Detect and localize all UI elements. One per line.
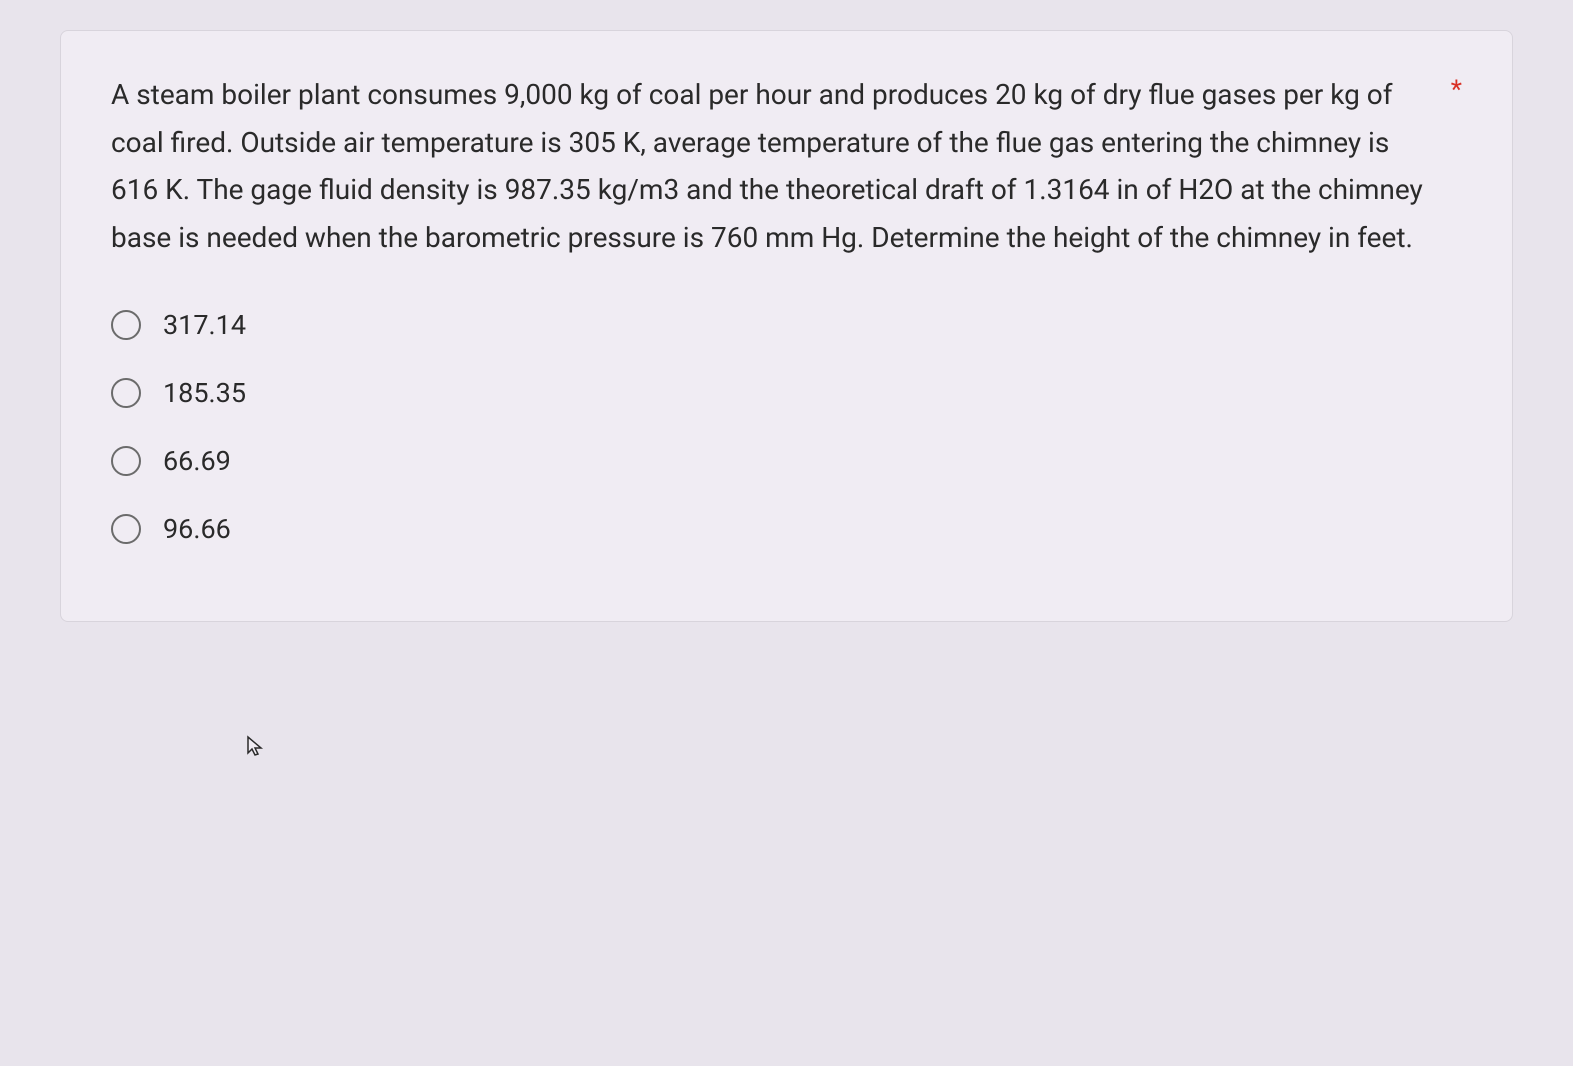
option-label: 185.35 bbox=[163, 377, 246, 409]
question-header: A steam boiler plant consumes 9,000 kg o… bbox=[111, 71, 1462, 261]
option-label: 317.14 bbox=[163, 309, 246, 341]
radio-button[interactable] bbox=[111, 514, 141, 544]
cursor-icon bbox=[244, 735, 268, 759]
option-label: 66.69 bbox=[163, 445, 231, 477]
question-text: A steam boiler plant consumes 9,000 kg o… bbox=[111, 71, 1441, 261]
radio-button[interactable] bbox=[111, 378, 141, 408]
option-row-0[interactable]: 317.14 bbox=[111, 309, 1462, 341]
options-container: 317.14 185.35 66.69 96.66 bbox=[111, 309, 1462, 545]
option-row-3[interactable]: 96.66 bbox=[111, 513, 1462, 545]
option-row-1[interactable]: 185.35 bbox=[111, 377, 1462, 409]
option-row-2[interactable]: 66.69 bbox=[111, 445, 1462, 477]
option-label: 96.66 bbox=[163, 513, 231, 545]
radio-button[interactable] bbox=[111, 446, 141, 476]
required-asterisk: * bbox=[1451, 75, 1462, 105]
question-card: A steam boiler plant consumes 9,000 kg o… bbox=[60, 30, 1513, 622]
radio-button[interactable] bbox=[111, 310, 141, 340]
